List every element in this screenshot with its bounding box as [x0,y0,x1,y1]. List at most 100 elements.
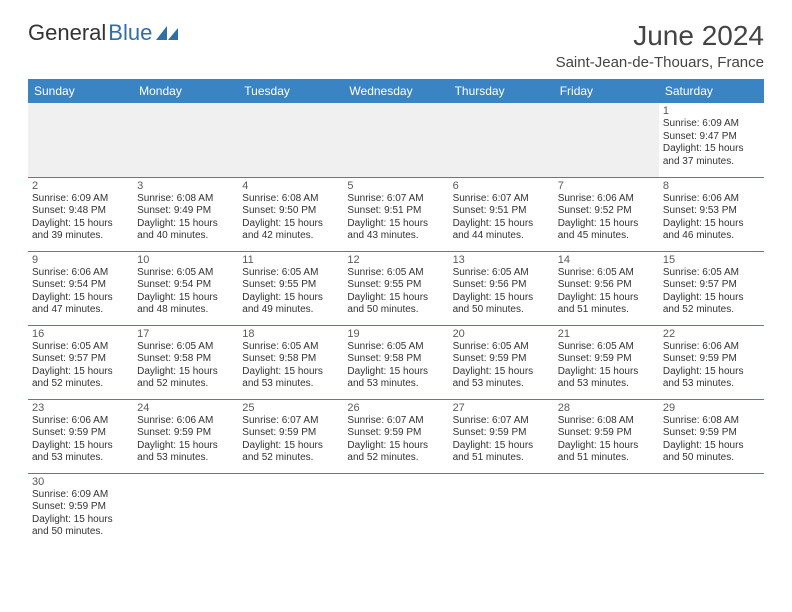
location-text: Saint-Jean-de-Thouars, France [556,54,764,71]
day-number: 20 [453,328,550,340]
empty-cell [133,103,238,177]
day-number: 24 [137,402,234,414]
day-number: 10 [137,254,234,266]
day-info: Sunrise: 6:08 AMSunset: 9:59 PMDaylight:… [663,415,760,465]
day-cell: 4Sunrise: 6:08 AMSunset: 9:50 PMDaylight… [238,177,343,251]
weekday-header: Friday [554,79,659,103]
day-number: 8 [663,180,760,192]
empty-cell [449,103,554,177]
day-info: Sunrise: 6:07 AMSunset: 9:59 PMDaylight:… [347,415,444,465]
day-info: Sunrise: 6:05 AMSunset: 9:57 PMDaylight:… [663,267,760,317]
brand-logo: GeneralBlue [28,20,178,46]
day-number: 1 [663,105,760,117]
day-number: 25 [242,402,339,414]
day-info: Sunrise: 6:07 AMSunset: 9:59 PMDaylight:… [242,415,339,465]
day-info: Sunrise: 6:06 AMSunset: 9:59 PMDaylight:… [137,415,234,465]
calendar-row: 1Sunrise: 6:09 AMSunset: 9:47 PMDaylight… [28,103,764,177]
day-cell: 12Sunrise: 6:05 AMSunset: 9:55 PMDayligh… [343,251,448,325]
day-cell: 26Sunrise: 6:07 AMSunset: 9:59 PMDayligh… [343,399,448,473]
empty-cell [28,103,133,177]
day-info: Sunrise: 6:05 AMSunset: 9:56 PMDaylight:… [558,267,655,317]
day-cell: 9Sunrise: 6:06 AMSunset: 9:54 PMDaylight… [28,251,133,325]
header-right: June 2024 Saint-Jean-de-Thouars, France [556,20,764,71]
day-info: Sunrise: 6:05 AMSunset: 9:59 PMDaylight:… [453,341,550,391]
day-cell: 8Sunrise: 6:06 AMSunset: 9:53 PMDaylight… [659,177,764,251]
day-info: Sunrise: 6:05 AMSunset: 9:55 PMDaylight:… [347,267,444,317]
day-number: 28 [558,402,655,414]
empty-cell [343,103,448,177]
day-info: Sunrise: 6:05 AMSunset: 9:58 PMDaylight:… [242,341,339,391]
calendar-row: 2Sunrise: 6:09 AMSunset: 9:48 PMDaylight… [28,177,764,251]
day-cell: 7Sunrise: 6:06 AMSunset: 9:52 PMDaylight… [554,177,659,251]
calendar-row: 23 Sunrise: 6:06 AMSunset: 9:59 PMDayligh… [28,399,764,473]
day-cell: 22Sunrise: 6:06 AMSunset: 9:59 PMDayligh… [659,325,764,399]
day-cell: 15Sunrise: 6:05 AMSunset: 9:57 PMDayligh… [659,251,764,325]
day-cell: 21Sunrise: 6:05 AMSunset: 9:59 PMDayligh… [554,325,659,399]
weekday-header: Wednesday [343,79,448,103]
day-cell: 30Sunrise: 6:09 AMSunset: 9:59 PMDayligh… [28,473,133,547]
day-info: Sunrise: 6:09 AMSunset: 9:47 PMDaylight:… [663,118,760,168]
month-title: June 2024 [556,20,764,52]
day-number: 21 [558,328,655,340]
day-number: 9 [32,254,129,266]
weekday-header: Saturday [659,79,764,103]
day-info: Sunrise: 6:05 AMSunset: 9:55 PMDaylight:… [242,267,339,317]
day-number: 14 [558,254,655,266]
day-number: 23 [32,402,129,414]
calendar-row: 9Sunrise: 6:06 AMSunset: 9:54 PMDaylight… [28,251,764,325]
day-number: 2 [32,180,129,192]
day-cell: 19Sunrise: 6:05 AMSunset: 9:58 PMDayligh… [343,325,448,399]
empty-cell [659,473,764,547]
day-cell: 28Sunrise: 6:08 AMSunset: 9:59 PMDayligh… [554,399,659,473]
day-number: 26 [347,402,444,414]
day-info: Sunrise: 6:05 AMSunset: 9:59 PMDaylight:… [558,341,655,391]
day-info: Sunrise: 6:08 AMSunset: 9:49 PMDaylight:… [137,193,234,243]
day-number: 29 [663,402,760,414]
day-cell: 5Sunrise: 6:07 AMSunset: 9:51 PMDaylight… [343,177,448,251]
day-cell: 29Sunrise: 6:08 AMSunset: 9:59 PMDayligh… [659,399,764,473]
day-info: Sunrise: 6:07 AMSunset: 9:51 PMDaylight:… [453,193,550,243]
empty-cell [554,473,659,547]
empty-cell [133,473,238,547]
day-cell: 16Sunrise: 6:05 AMSunset: 9:57 PMDayligh… [28,325,133,399]
day-number: 7 [558,180,655,192]
calendar-body: 1Sunrise: 6:09 AMSunset: 9:47 PMDaylight… [28,103,764,547]
day-number: 12 [347,254,444,266]
calendar-row: 16Sunrise: 6:05 AMSunset: 9:57 PMDayligh… [28,325,764,399]
day-cell: 20Sunrise: 6:05 AMSunset: 9:59 PMDayligh… [449,325,554,399]
day-cell: 23Sunrise: 6:06 AMSunset: 9:59 PMDayligh… [28,399,133,473]
day-number: 13 [453,254,550,266]
day-number: 15 [663,254,760,266]
day-number: 3 [137,180,234,192]
day-cell: 13Sunrise: 6:05 AMSunset: 9:56 PMDayligh… [449,251,554,325]
day-info: Sunrise: 6:09 AMSunset: 9:48 PMDaylight:… [32,193,129,243]
day-number: 19 [347,328,444,340]
day-info: Sunrise: 6:06 AMSunset: 9:53 PMDaylight:… [663,193,760,243]
day-cell: 1Sunrise: 6:09 AMSunset: 9:47 PMDaylight… [659,103,764,177]
day-cell: 6Sunrise: 6:07 AMSunset: 9:51 PMDaylight… [449,177,554,251]
day-info: Sunrise: 6:09 AMSunset: 9:59 PMDaylight:… [32,489,129,539]
day-number: 11 [242,254,339,266]
day-cell: 2Sunrise: 6:09 AMSunset: 9:48 PMDaylight… [28,177,133,251]
empty-cell [343,473,448,547]
calendar-page: GeneralBlue June 2024 Saint-Jean-de-Thou… [0,0,792,612]
day-cell: 11Sunrise: 6:05 AMSunset: 9:55 PMDayligh… [238,251,343,325]
brand-text-1: General [28,20,106,46]
day-number: 6 [453,180,550,192]
top-bar: GeneralBlue June 2024 Saint-Jean-de-Thou… [28,20,764,71]
calendar-table: SundayMondayTuesdayWednesdayThursdayFrid… [28,79,764,547]
day-info: Sunrise: 6:05 AMSunset: 9:56 PMDaylight:… [453,267,550,317]
day-info: Sunrise: 6:06 AMSunset: 9:52 PMDaylight:… [558,193,655,243]
weekday-header: Thursday [449,79,554,103]
day-cell: 14Sunrise: 6:05 AMSunset: 9:56 PMDayligh… [554,251,659,325]
empty-cell [238,473,343,547]
empty-cell [554,103,659,177]
day-cell: 17Sunrise: 6:05 AMSunset: 9:58 PMDayligh… [133,325,238,399]
weekday-header: Tuesday [238,79,343,103]
day-info: Sunrise: 6:05 AMSunset: 9:58 PMDaylight:… [137,341,234,391]
day-info: Sunrise: 6:07 AMSunset: 9:59 PMDaylight:… [453,415,550,465]
day-cell: 3Sunrise: 6:08 AMSunset: 9:49 PMDaylight… [133,177,238,251]
day-number: 22 [663,328,760,340]
day-number: 30 [32,476,129,488]
day-cell: 25Sunrise: 6:07 AMSunset: 9:59 PMDayligh… [238,399,343,473]
